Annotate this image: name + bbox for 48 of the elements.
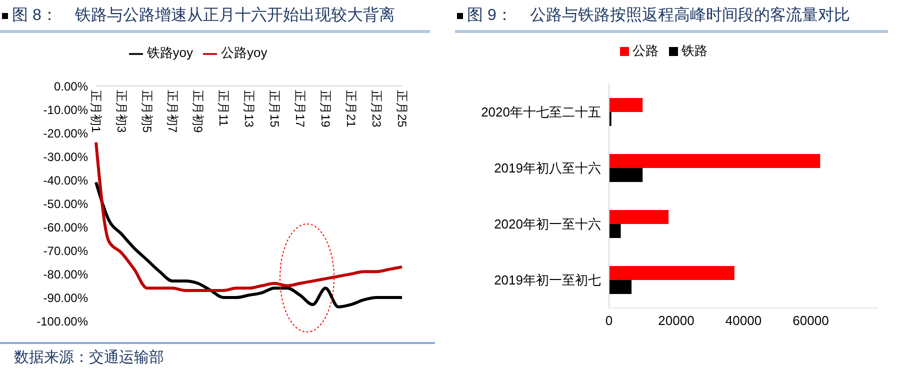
- x-tick-label: 正月23: [370, 90, 384, 128]
- y-tick-label: -40.00%: [43, 173, 88, 188]
- y-tick-label: -70.00%: [43, 244, 88, 258]
- x-tick-label: 正月15: [268, 90, 282, 128]
- x-tick-label: 40000: [725, 313, 762, 328]
- x-tick-label: 正月初5: [140, 90, 154, 133]
- y-tick-label: -90.00%: [43, 290, 88, 305]
- x-tick-label: 正月初3: [114, 90, 128, 133]
- bar: [609, 154, 820, 168]
- x-tick-label: 正月初9: [191, 90, 205, 133]
- legend-label: 铁路yoy: [146, 45, 193, 60]
- y-tick-label: -100.00%: [36, 314, 88, 328]
- bar: [609, 224, 621, 238]
- legend-label: 公路yoy: [221, 45, 268, 60]
- x-tick-label: 正月初7: [166, 90, 180, 133]
- y-tick-label: -80.00%: [43, 267, 88, 282]
- legend-label: 公路: [632, 43, 658, 58]
- y-tick-label: -20.00%: [43, 126, 88, 140]
- chart-title: 图 9： 公路与铁路按照返程高峰时间段的客流量对比: [467, 6, 850, 26]
- legend-label: 铁路: [682, 43, 708, 58]
- x-tick-label: 正月19: [318, 90, 332, 128]
- x-tick-label: 正月13: [242, 90, 256, 128]
- y-tick-label: 2020年初一至十六: [494, 216, 601, 232]
- x-tick-label: 正月初1: [89, 90, 103, 133]
- bar: [609, 210, 669, 224]
- y-tick-label: -30.00%: [43, 150, 88, 164]
- bar: [609, 98, 643, 112]
- y-tick-label: 2019年初一至初七: [494, 272, 601, 288]
- x-tick-label: 正月17: [293, 90, 307, 128]
- bar: [609, 168, 643, 182]
- x-tick-label: 正月11: [216, 90, 230, 127]
- y-tick-label: -60.00%: [43, 220, 88, 234]
- line-series: [94, 140, 404, 292]
- chart-title: 图 8： 铁路与公路增速从正月十六开始出现较大背离: [12, 6, 396, 26]
- y-tick-label: 2020年十七至二十五: [481, 104, 601, 120]
- y-tick-label: 2019年初八至十六: [494, 160, 601, 176]
- bar: [609, 266, 734, 280]
- source-note: 数据来源：交通运输部: [14, 348, 164, 367]
- x-tick-label: 正月21: [344, 90, 358, 128]
- line-series: [94, 180, 404, 308]
- y-tick-label: 0.00%: [54, 79, 88, 94]
- x-tick-label: 正月25: [395, 90, 409, 128]
- x-tick-label: 20000: [658, 313, 694, 328]
- bar: [609, 280, 632, 294]
- x-tick-label: 60000: [792, 313, 829, 328]
- x-tick-label: 0: [605, 313, 613, 328]
- y-tick-label: -10.00%: [43, 102, 88, 117]
- y-tick-label: -50.00%: [43, 196, 88, 211]
